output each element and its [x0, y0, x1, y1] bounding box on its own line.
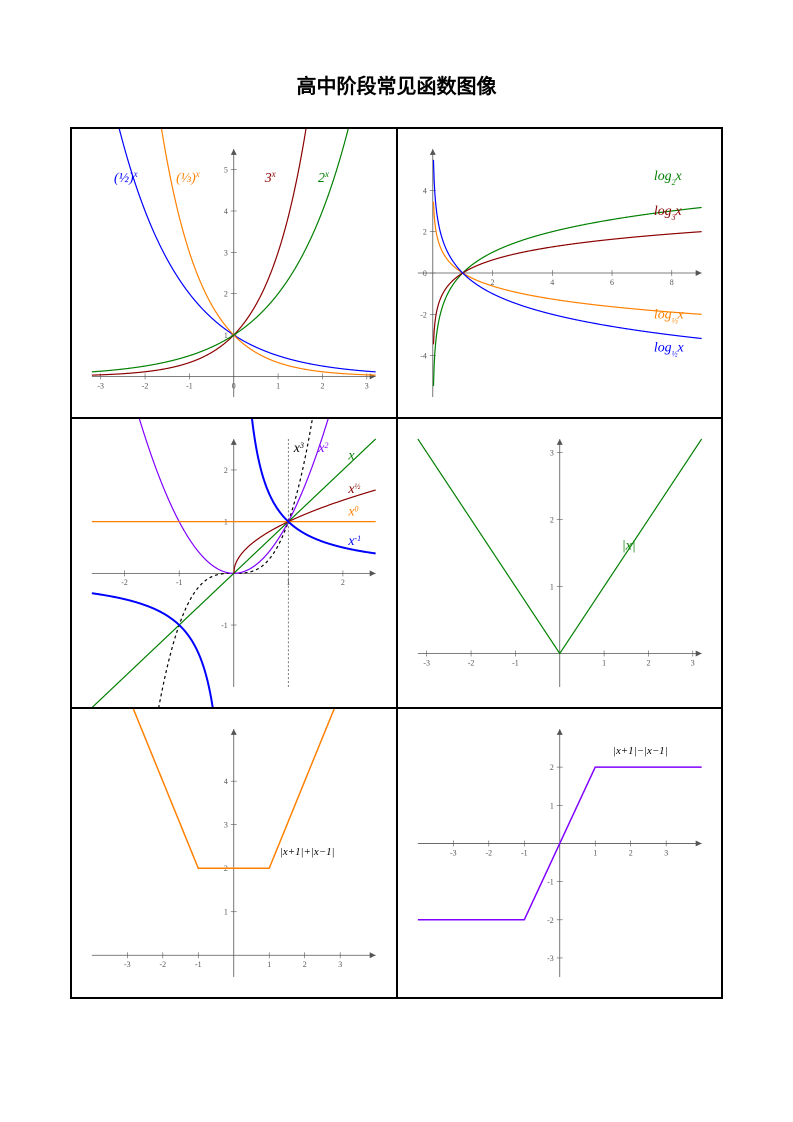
panel-log: 2468-4-2024log2xlog3xlog⅓xlog½x [397, 128, 723, 418]
svg-text:8: 8 [669, 278, 673, 287]
curve-label: 2x [318, 169, 329, 186]
svg-text:2: 2 [224, 466, 228, 475]
svg-text:0: 0 [422, 269, 426, 278]
svg-text:2: 2 [549, 515, 553, 524]
svg-text:-3: -3 [450, 848, 457, 857]
curve-label: log3x [653, 204, 682, 222]
svg-text:5: 5 [224, 166, 228, 175]
svg-text:-2: -2 [121, 578, 128, 587]
svg-text:2: 2 [422, 228, 426, 237]
curve-label: x2 [317, 440, 328, 456]
svg-text:1: 1 [276, 381, 280, 390]
svg-text:-2: -2 [485, 848, 492, 857]
svg-text:-2: -2 [420, 310, 427, 319]
curve-label: x [347, 449, 355, 464]
svg-text:4: 4 [224, 777, 228, 786]
series-log3 [433, 232, 701, 345]
curve-label: x0 [347, 504, 358, 520]
svg-text:2: 2 [628, 848, 632, 857]
svg-text:6: 6 [610, 278, 614, 287]
curve-label: |x| [621, 539, 635, 554]
document-page: 高中阶段常见函数图像 -3-2-1012312345(½)x(⅓)x3x2x 2… [0, 0, 793, 1122]
svg-text:3: 3 [224, 248, 228, 257]
svg-text:0: 0 [232, 381, 236, 390]
curve-label: |x+1|+|x−1| [280, 846, 335, 858]
svg-text:1: 1 [224, 908, 228, 917]
chart-grid: -3-2-1012312345(½)x(⅓)x3x2x 2468-4-2024l… [70, 127, 723, 999]
svg-text:-3: -3 [547, 954, 554, 963]
svg-text:-2: -2 [467, 658, 474, 667]
svg-text:-4: -4 [420, 352, 427, 361]
curve-label: x3 [293, 440, 304, 456]
svg-text:3: 3 [224, 821, 228, 830]
panel-abs: -3 -2 -1 1 2 3 1 2 3 |x| [397, 418, 723, 708]
curve-label: x-1 [347, 533, 361, 549]
page-title: 高中阶段常见函数图像 [70, 70, 723, 99]
svg-text:-1: -1 [512, 658, 519, 667]
svg-text:-2: -2 [547, 916, 554, 925]
svg-text:-2: -2 [159, 960, 166, 969]
svg-text:4: 4 [422, 186, 426, 195]
svg-text:2: 2 [224, 290, 228, 299]
svg-text:3: 3 [549, 448, 553, 457]
panel-exp: -3-2-1012312345(½)x(⅓)x3x2x [71, 128, 397, 418]
svg-text:-3: -3 [423, 658, 430, 667]
curve-label: (½)x [114, 169, 138, 186]
svg-text:1: 1 [549, 582, 553, 591]
svg-text:2: 2 [341, 578, 345, 587]
svg-text:2: 2 [320, 381, 324, 390]
svg-text:-3: -3 [97, 381, 104, 390]
svg-text:3: 3 [338, 960, 342, 969]
svg-text:3: 3 [690, 658, 694, 667]
curve-label: log½x [653, 341, 684, 359]
svg-text:1: 1 [267, 960, 271, 969]
svg-text:2: 2 [303, 960, 307, 969]
curve-label: log⅓x [653, 307, 684, 325]
svg-text:4: 4 [550, 278, 554, 287]
svg-text:4: 4 [224, 207, 228, 216]
svg-text:-1: -1 [221, 621, 228, 630]
curve-label: 3x [264, 169, 276, 186]
curve-label: log2x [653, 169, 682, 187]
svg-text:-1: -1 [176, 578, 183, 587]
curve-label: |x+1|−|x−1| [612, 745, 667, 757]
series-sqrt [234, 490, 376, 573]
panel-abs-diff: -3 -2 -1 1 2 3 -3 -2 -1 1 2 |x+1|−|x−1| [397, 708, 723, 998]
svg-text:2: 2 [646, 658, 650, 667]
svg-text:1: 1 [593, 848, 597, 857]
svg-text:-1: -1 [186, 381, 193, 390]
svg-text:3: 3 [664, 848, 668, 857]
svg-text:3: 3 [365, 381, 369, 390]
svg-text:1: 1 [549, 801, 553, 810]
svg-text:-1: -1 [520, 848, 527, 857]
panel-abs-sum: -3-2-11231234|x+1|+|x−1| [71, 708, 397, 998]
panel-power: -2-112-112x3x2xx½x0x-1 [71, 418, 397, 708]
svg-text:-2: -2 [142, 381, 149, 390]
svg-text:-3: -3 [124, 960, 131, 969]
svg-text:-1: -1 [195, 960, 202, 969]
svg-text:2: 2 [549, 763, 553, 772]
svg-text:1: 1 [602, 658, 606, 667]
curve-label: (⅓)x [176, 169, 200, 186]
svg-text:-1: -1 [547, 878, 554, 887]
